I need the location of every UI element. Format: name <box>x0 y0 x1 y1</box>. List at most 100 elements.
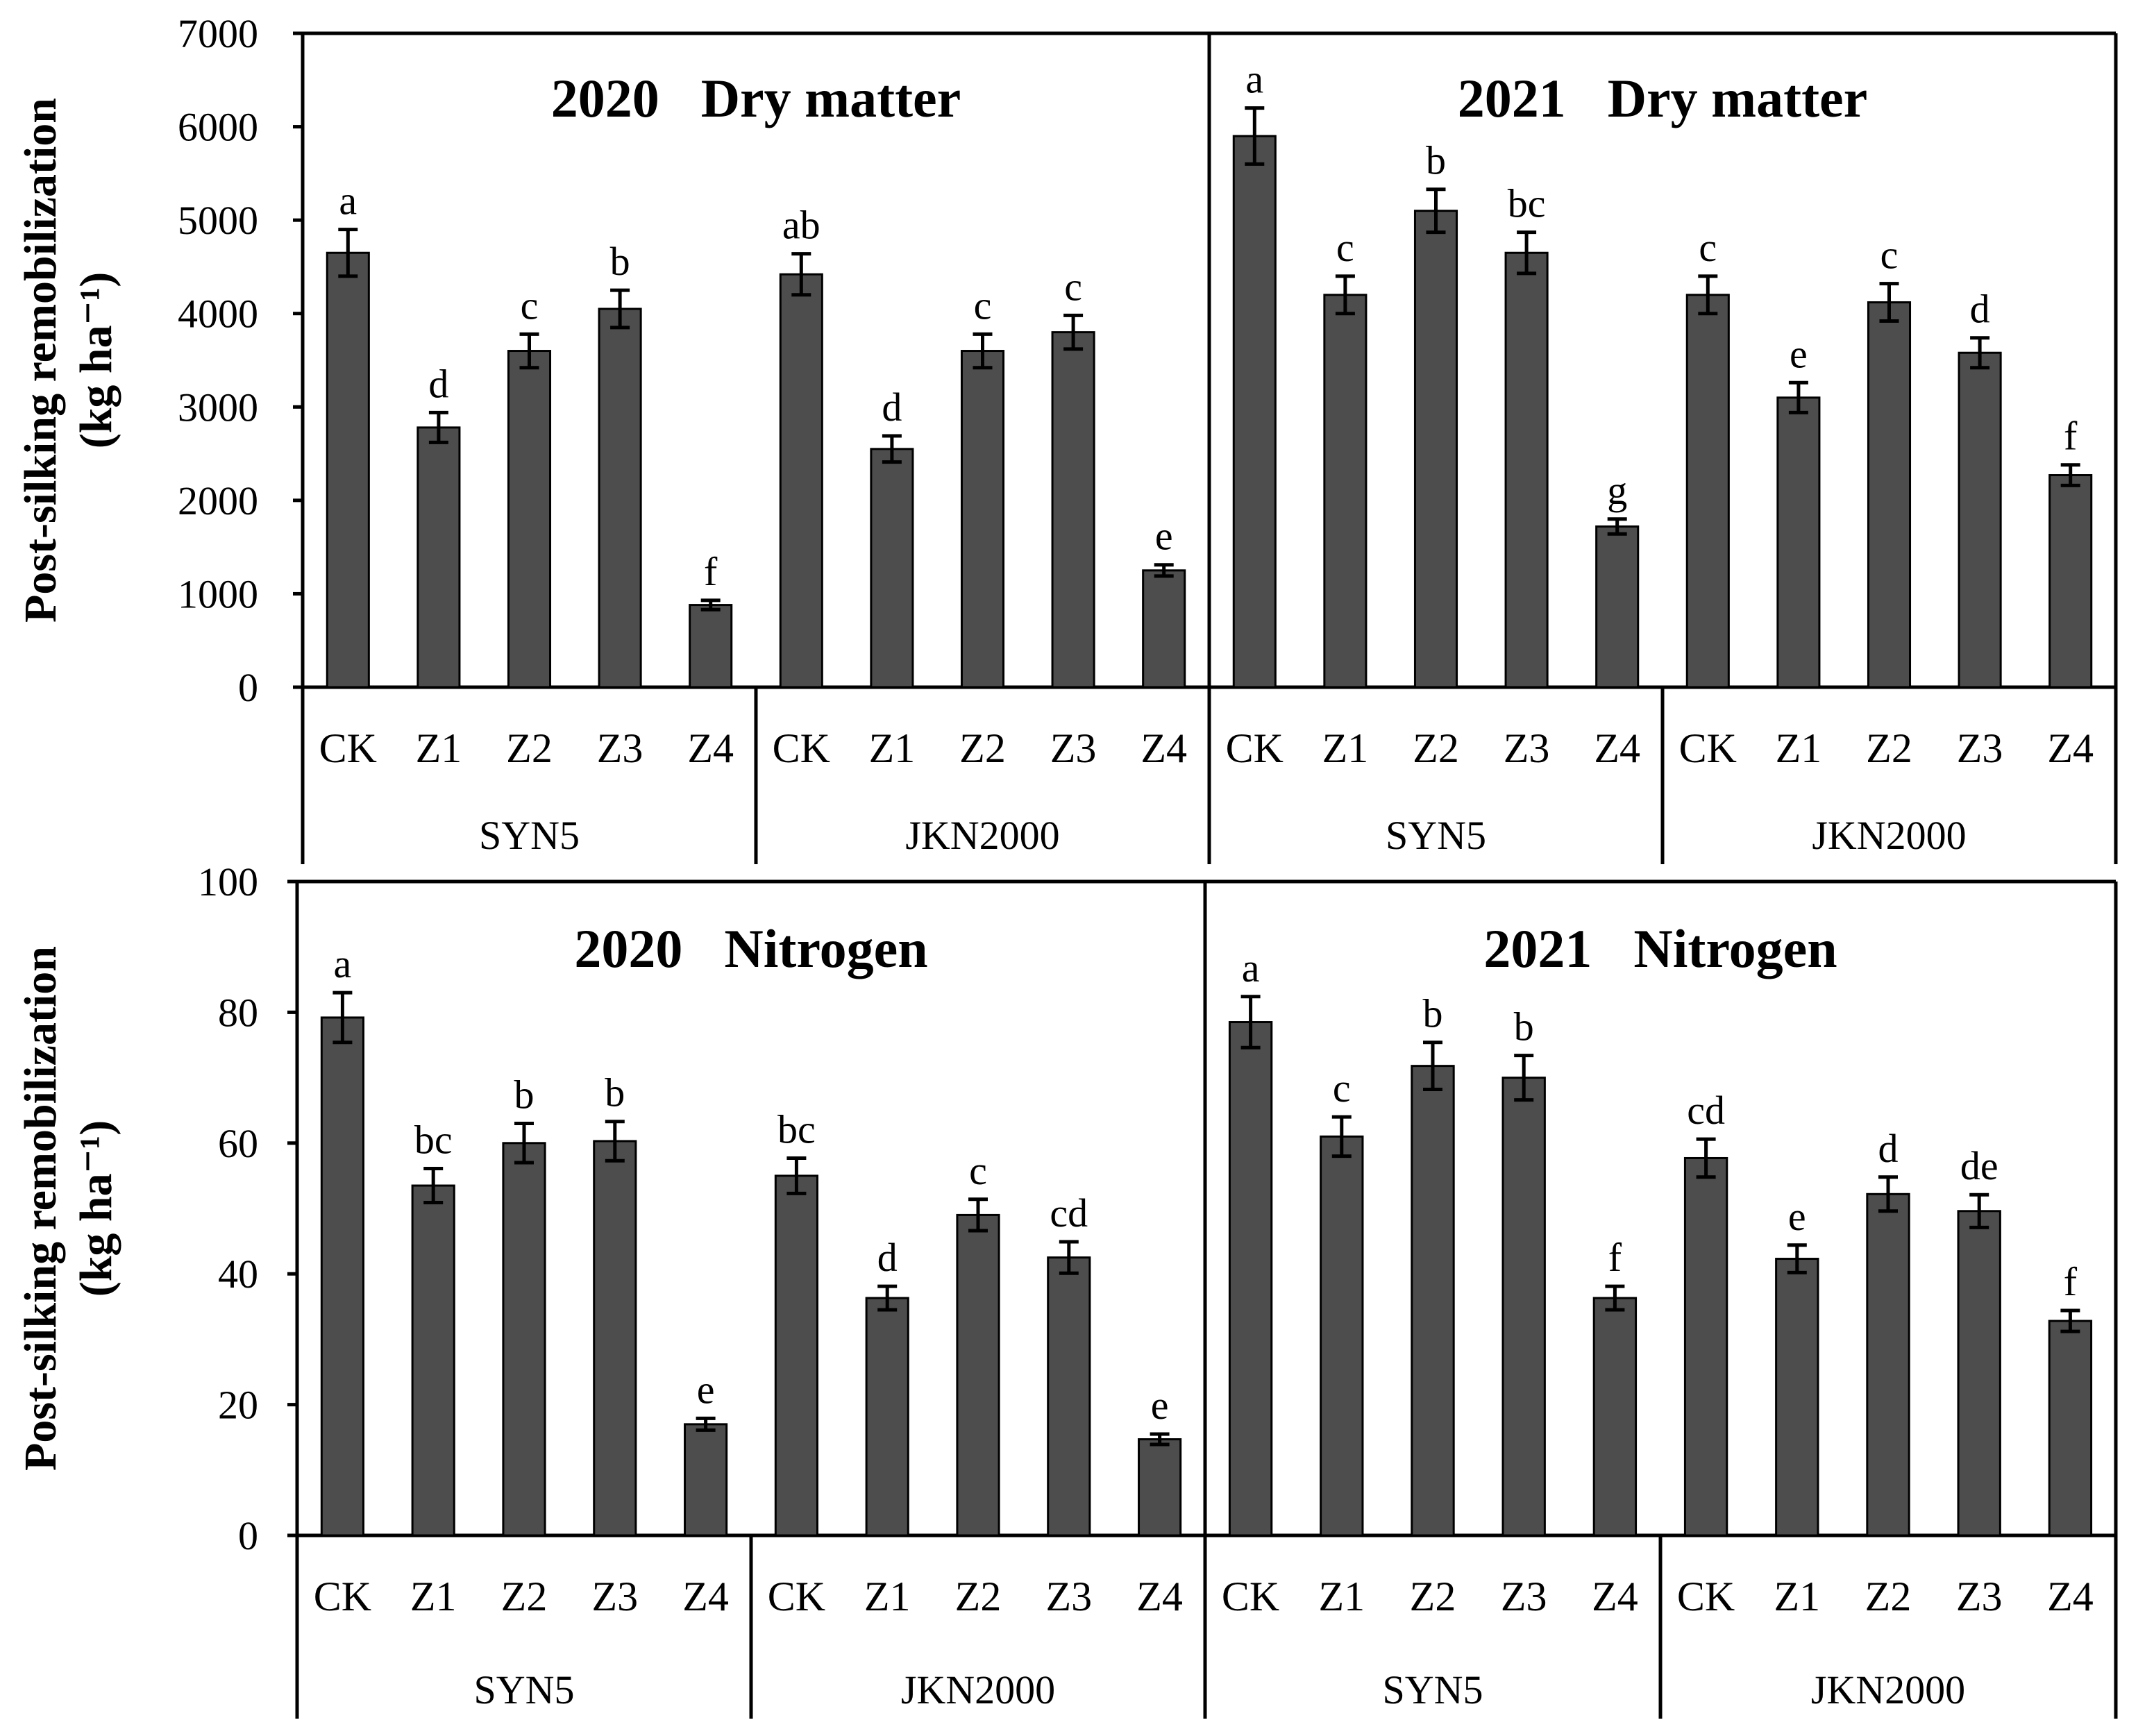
y-axis-label: Post-silking remobilization <box>15 98 66 623</box>
bar-JKN2000-Z4 <box>2048 1320 2093 1537</box>
category-label: Z2 <box>1410 1574 1456 1619</box>
y-axis-unit: (kg ha⁻¹) <box>71 1120 121 1297</box>
category-label: CK <box>1679 725 1737 771</box>
category-label: CK <box>1226 725 1284 771</box>
y-tick-label: 60 <box>218 1121 258 1166</box>
bar-JKN2000-Z2 <box>960 350 1005 689</box>
y-tick-label: 6000 <box>178 105 258 150</box>
category-label: Z1 <box>416 725 462 771</box>
significance-letter: d <box>428 361 448 406</box>
bar-SYN5-Z1 <box>416 426 461 689</box>
bar-SYN5-Z3 <box>593 1140 637 1537</box>
bar-SYN5-Z4 <box>689 604 733 689</box>
bar-SYN5-Z1 <box>1320 1135 1364 1537</box>
group-label: JKN2000 <box>905 813 1059 858</box>
y-axis-unit: (kg ha⁻¹) <box>71 272 121 449</box>
y-tick-label: 5000 <box>178 198 258 243</box>
bar-JKN2000-Z2 <box>1866 1193 1910 1537</box>
category-label: Z1 <box>869 725 916 771</box>
significance-letter: e <box>1788 1194 1806 1239</box>
bar-JKN2000-Z3 <box>1051 331 1095 689</box>
category-label: Z2 <box>959 725 1006 771</box>
category-label: Z3 <box>1050 725 1097 771</box>
chart-panel-4: 2021 Nitrogen a CK c Z1 b Z2 b Z3 f Z4 SYN5 cd CK e Z1 d Z… <box>1203 879 2118 1719</box>
category-label: Z4 <box>1594 725 1640 771</box>
bar-SYN5-Z1 <box>411 1184 455 1537</box>
significance-letter: e <box>1155 514 1173 559</box>
category-label: Z1 <box>410 1574 457 1619</box>
panel-title-name: Nitrogen <box>724 918 927 979</box>
bar-JKN2000-Z2 <box>956 1213 1000 1537</box>
bar-SYN5-CK <box>320 1016 364 1537</box>
y-tick-label: 1000 <box>178 571 258 616</box>
panel-title: 2020 Nitrogen <box>574 918 927 979</box>
bar-SYN5-CK <box>1228 1021 1273 1537</box>
significance-letter: b <box>605 1070 625 1115</box>
category-label: Z1 <box>1776 725 1822 771</box>
panel-title-year: 2020 <box>551 68 659 128</box>
chart-panel-1: 0 1000 2000 3000 4000 5000 6000 7000 Post-silkin… <box>15 11 1211 864</box>
panel-title: 2021 Dry matter <box>1458 68 1868 128</box>
y-axis-label: Post-silking remobilization <box>15 946 66 1471</box>
panel-title: 2021 Nitrogen <box>1483 918 1837 979</box>
panel-title-name: Dry matter <box>1608 68 1868 128</box>
significance-letter: d <box>882 385 902 430</box>
category-label: CK <box>1677 1574 1735 1619</box>
significance-letter: bc <box>414 1118 453 1163</box>
category-label: Z4 <box>682 1574 729 1619</box>
significance-letter: cd <box>1050 1190 1088 1236</box>
y-tick-label: 4000 <box>178 292 258 337</box>
significance-letter: a <box>334 941 352 986</box>
significance-letter: b <box>610 239 630 284</box>
panel-title: 2020 Dry matter <box>551 68 961 128</box>
category-label: Z4 <box>687 725 734 771</box>
significance-letter: ab <box>782 203 821 248</box>
bar-JKN2000-CK <box>779 273 823 689</box>
bar-SYN5-Z1 <box>1323 294 1368 689</box>
bar-JKN2000-CK <box>1685 294 1730 689</box>
significance-letter: c <box>1333 1065 1351 1111</box>
category-label: Z3 <box>591 1574 638 1619</box>
category-label: CK <box>319 725 377 771</box>
group-label: SYN5 <box>1382 1667 1483 1712</box>
category-label: CK <box>773 725 830 771</box>
significance-letter: e <box>697 1367 715 1412</box>
y-tick-label: 80 <box>218 990 258 1035</box>
category-label: Z2 <box>1865 1574 1912 1619</box>
bar-SYN5-Z3 <box>1501 1077 1546 1537</box>
y-tick-label: 0 <box>238 665 258 710</box>
bar-JKN2000-Z3 <box>1047 1256 1091 1537</box>
bar-SYN5-Z2 <box>502 1142 546 1537</box>
bar-JKN2000-Z1 <box>1775 1258 1819 1537</box>
category-label: Z3 <box>1504 725 1550 771</box>
category-label: Z1 <box>864 1574 911 1619</box>
significance-letter: c <box>521 283 539 328</box>
significance-letter: bc <box>1508 181 1546 226</box>
category-label: Z1 <box>1318 1574 1365 1619</box>
bar-SYN5-Z4 <box>1595 525 1640 689</box>
panel-title-year: 2021 <box>1483 918 1592 979</box>
panel-title-year: 2020 <box>574 918 682 979</box>
significance-letter: b <box>1423 991 1443 1036</box>
category-label: CK <box>768 1574 825 1619</box>
bar-JKN2000-Z4 <box>1138 1438 1182 1537</box>
category-label: Z3 <box>1956 1574 2003 1619</box>
bar-JKN2000-Z3 <box>1958 351 2002 689</box>
bar-JKN2000-Z1 <box>1776 396 1821 689</box>
category-label: Z3 <box>1957 725 2003 771</box>
category-label: Z4 <box>1136 1574 1183 1619</box>
bar-SYN5-Z2 <box>1413 210 1458 689</box>
significance-letter: f <box>704 549 718 594</box>
significance-letter: de <box>1960 1143 1998 1188</box>
bar-JKN2000-Z1 <box>865 1297 909 1537</box>
significance-letter: e <box>1790 331 1808 376</box>
bar-SYN5-Z2 <box>507 350 552 689</box>
significance-letter: f <box>1608 1235 1622 1280</box>
category-label: Z2 <box>1866 725 1912 771</box>
bar-SYN5-Z2 <box>1411 1065 1455 1537</box>
significance-letter: a <box>339 178 357 224</box>
bar-SYN5-CK <box>1232 135 1277 689</box>
group-label: SYN5 <box>1386 813 1486 858</box>
significance-letter: f <box>2064 1259 2078 1304</box>
